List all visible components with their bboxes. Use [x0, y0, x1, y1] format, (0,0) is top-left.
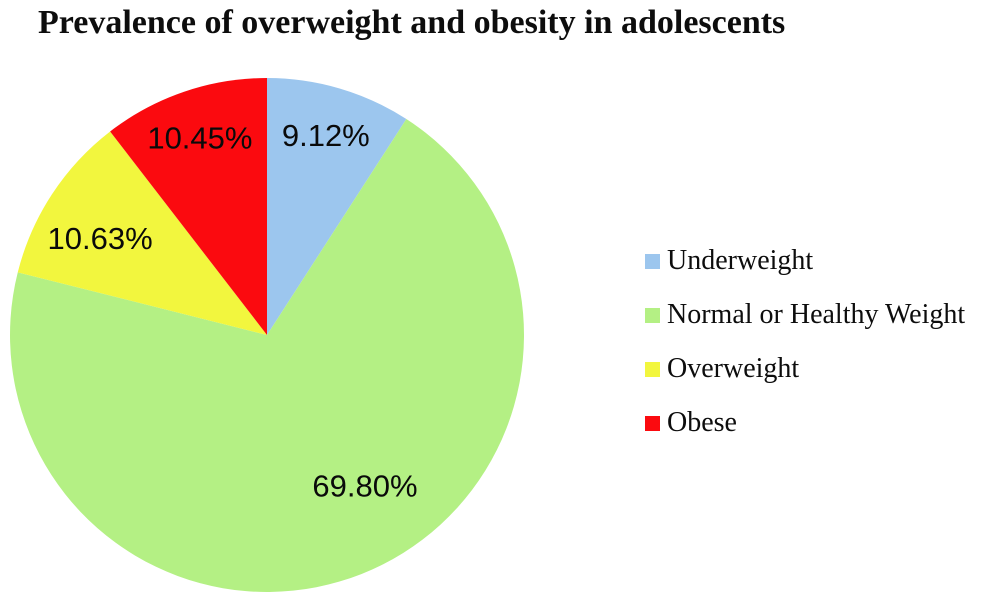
- pie-label-overweight: 10.63%: [48, 221, 153, 256]
- legend-item-underweight: Underweight: [645, 234, 965, 288]
- legend-swatch-icon: [645, 361, 660, 377]
- legend-item-overweight: Overweight: [645, 342, 965, 396]
- legend-item-obese: Obese: [645, 396, 965, 450]
- legend-item-normal-or-healthy-weight: Normal or Healthy Weight: [645, 288, 965, 342]
- pie-slice-underweight: [267, 78, 407, 335]
- legend-label: Overweight: [667, 353, 800, 384]
- pie-label-normal-or-healthy-weight: 69.80%: [312, 468, 417, 503]
- pie-label-obese: 10.45%: [147, 120, 252, 155]
- legend-label: Normal or Healthy Weight: [667, 299, 966, 330]
- chart-title: Prevalence of overweight and obesity in …: [38, 4, 786, 41]
- pie-slice-normal-or-healthy-weight: [10, 119, 525, 593]
- legend-swatch-icon: [645, 415, 660, 431]
- legend-swatch-icon: [645, 307, 660, 323]
- legend-label: Underweight: [667, 245, 814, 276]
- pie-label-underweight: 9.12%: [282, 118, 370, 153]
- legend: Underweight Normal or Healthy Weight Overw…: [645, 234, 965, 450]
- legend-label: Obese: [667, 407, 737, 438]
- legend-swatch-icon: [645, 253, 660, 269]
- pie-slice-obese: [110, 78, 268, 335]
- pie-slice-overweight: [17, 131, 268, 335]
